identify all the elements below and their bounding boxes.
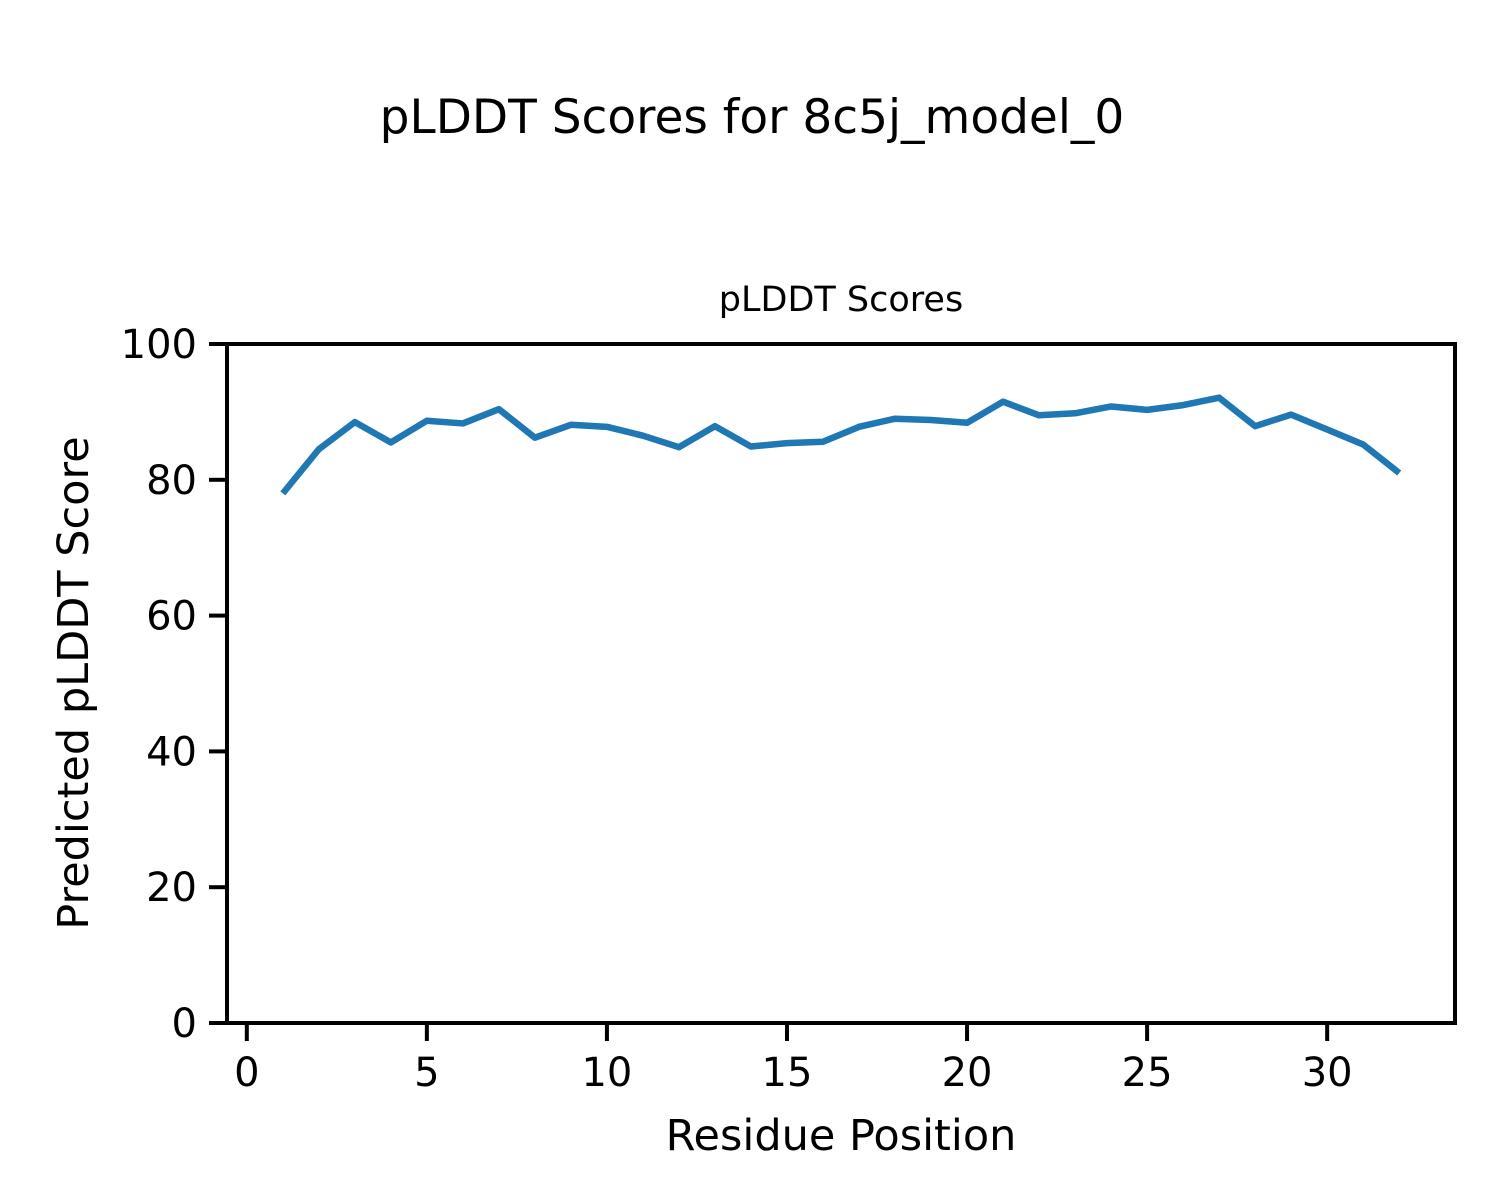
plddt-line-series [280,394,1402,496]
y-tick-label: 60 [146,594,197,640]
y-axis-ticks: 0 20 40 60 80 100 [121,322,225,1047]
x-tick-label: 5 [414,1050,439,1096]
x-tick-label: 30 [1302,1050,1353,1096]
x-axis-label: Residue Position [666,1111,1017,1161]
figure-suptitle: pLDDT Scores for 8c5j_model_0 [380,90,1125,145]
y-tick-label: 40 [146,729,197,775]
y-tick-label: 0 [172,1001,197,1047]
y-tick-label: 80 [146,458,197,504]
x-tick-label: 25 [1122,1050,1173,1096]
axes-title: pLDDT Scores [719,280,963,320]
y-tick-label: 20 [146,865,197,911]
x-tick-label: 15 [762,1050,813,1096]
x-tick-label: 0 [234,1050,259,1096]
y-axis-label: Predicted pLDDT Score [49,436,99,929]
plot-area [225,342,1457,1025]
x-tick-label: 10 [581,1050,632,1096]
x-axis-ticks: 0 5 10 15 20 25 30 [234,1025,1353,1096]
x-tick-label: 20 [942,1050,993,1096]
y-tick-label: 100 [121,322,197,368]
